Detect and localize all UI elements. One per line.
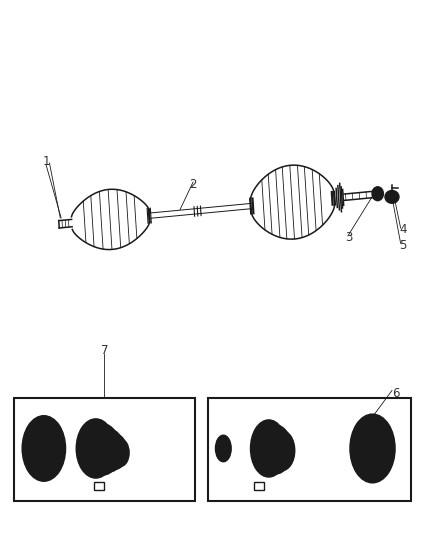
Bar xyxy=(14,398,195,501)
Text: 7: 7 xyxy=(101,344,108,358)
Ellipse shape xyxy=(251,420,287,477)
Ellipse shape xyxy=(385,191,399,203)
Bar xyxy=(254,482,265,490)
Ellipse shape xyxy=(104,434,127,469)
Ellipse shape xyxy=(76,419,115,478)
Ellipse shape xyxy=(350,414,395,483)
Ellipse shape xyxy=(112,439,129,466)
Ellipse shape xyxy=(261,425,292,474)
Ellipse shape xyxy=(269,431,295,471)
Text: 3: 3 xyxy=(345,231,353,244)
Text: 5: 5 xyxy=(399,239,406,252)
Text: 2: 2 xyxy=(189,178,197,191)
Text: 1: 1 xyxy=(42,155,50,167)
Bar xyxy=(94,482,104,490)
Bar xyxy=(208,398,411,501)
Ellipse shape xyxy=(372,187,383,200)
Ellipse shape xyxy=(22,416,66,481)
Ellipse shape xyxy=(96,430,124,472)
Text: 4: 4 xyxy=(399,223,406,236)
Ellipse shape xyxy=(87,424,120,475)
Ellipse shape xyxy=(215,435,231,462)
Text: 6: 6 xyxy=(392,386,400,400)
